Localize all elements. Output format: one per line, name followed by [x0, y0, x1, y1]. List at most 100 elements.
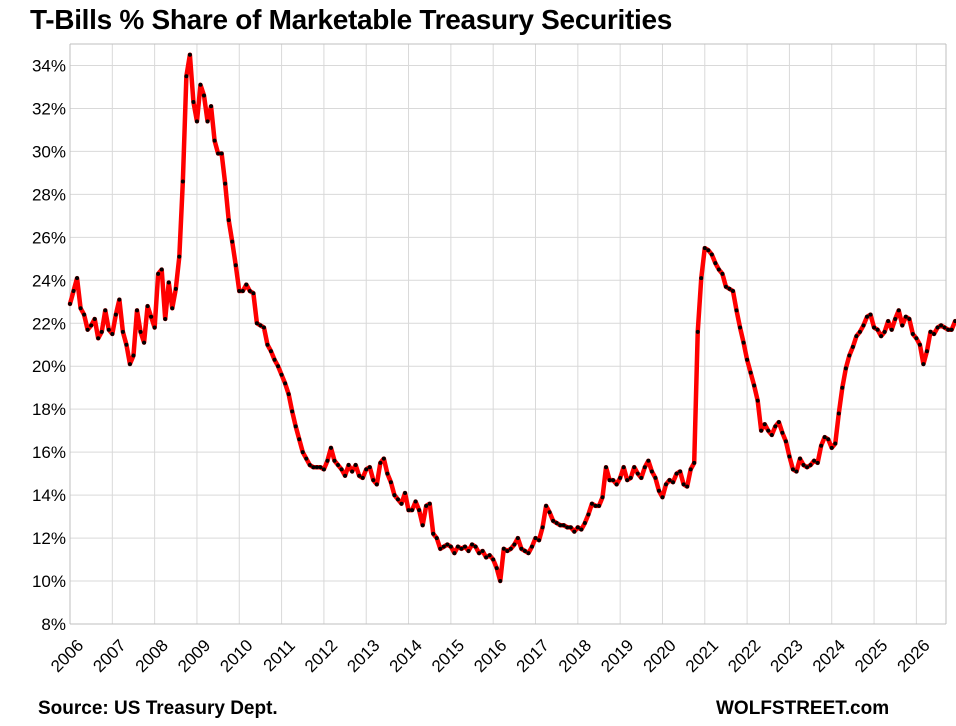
data-point	[187, 52, 192, 57]
x-tick-label: 2015	[428, 636, 468, 676]
data-point	[924, 349, 929, 354]
x-tick-label: 2025	[851, 636, 891, 676]
y-tick-label: 34%	[32, 56, 66, 75]
data-point	[487, 553, 492, 558]
data-point	[124, 342, 129, 347]
data-point	[766, 428, 771, 433]
data-point	[279, 372, 284, 377]
data-point	[805, 465, 810, 470]
data-point	[745, 357, 750, 362]
data-point	[159, 267, 164, 272]
data-point	[272, 357, 277, 362]
data-point	[635, 471, 640, 476]
data-point	[360, 475, 365, 480]
data-point	[896, 308, 901, 313]
data-point	[494, 566, 499, 571]
y-tick-label: 14%	[32, 486, 66, 505]
data-point	[935, 325, 940, 330]
data-point	[403, 490, 408, 495]
data-point	[709, 252, 714, 257]
x-tick-label: 2016	[470, 636, 510, 676]
data-point	[78, 306, 83, 311]
data-point	[522, 548, 527, 553]
data-point	[455, 544, 460, 549]
data-point	[92, 316, 97, 321]
x-tick-label: 2023	[767, 636, 807, 676]
data-point	[244, 282, 249, 287]
data-point	[325, 458, 330, 463]
data-point	[889, 327, 894, 332]
data-point	[177, 254, 182, 259]
data-point	[907, 316, 912, 321]
data-point	[410, 508, 415, 513]
data-point	[392, 493, 397, 498]
data-point	[254, 321, 259, 326]
data-point	[170, 306, 175, 311]
data-point	[85, 327, 90, 332]
data-point	[212, 138, 217, 143]
x-tick-label: 2024	[809, 636, 849, 676]
data-point	[815, 460, 820, 465]
data-point	[872, 325, 877, 330]
y-tick-label: 32%	[32, 99, 66, 118]
data-point	[886, 319, 891, 324]
data-point	[240, 289, 245, 294]
y-tick-label: 12%	[32, 529, 66, 548]
data-point	[484, 555, 489, 560]
data-point	[152, 325, 157, 330]
data-point	[681, 482, 686, 487]
data-point	[515, 536, 520, 541]
data-point	[251, 291, 256, 296]
data-point	[339, 467, 344, 472]
data-point	[836, 411, 841, 416]
data-point	[533, 536, 538, 541]
data-point	[194, 119, 199, 124]
y-tick-label: 20%	[32, 357, 66, 376]
data-point	[822, 435, 827, 440]
data-point	[127, 362, 132, 367]
data-point	[106, 327, 111, 332]
data-point	[857, 329, 862, 334]
data-point	[720, 271, 725, 276]
data-point	[110, 332, 115, 336]
data-point	[649, 469, 654, 474]
data-point	[702, 246, 707, 251]
data-point	[706, 248, 711, 253]
data-point	[512, 542, 517, 547]
data-point	[431, 531, 436, 536]
data-point	[491, 557, 496, 562]
data-point	[219, 151, 224, 156]
data-point	[388, 480, 393, 485]
data-point	[932, 332, 937, 336]
data-point	[769, 432, 774, 437]
data-point	[942, 325, 947, 330]
data-point	[692, 460, 697, 465]
data-point	[674, 471, 679, 476]
data-point	[68, 301, 72, 306]
data-point	[314, 465, 319, 470]
data-point	[879, 334, 884, 339]
gridlines	[69, 43, 947, 625]
data-point	[321, 467, 326, 472]
data-point	[829, 445, 834, 450]
y-tick-label: 28%	[32, 185, 66, 204]
data-point	[639, 475, 644, 480]
data-point	[618, 475, 623, 480]
data-point	[812, 458, 817, 463]
data-point	[939, 323, 944, 328]
data-point	[776, 420, 781, 425]
data-point	[579, 527, 584, 532]
data-point	[508, 546, 513, 551]
data-point	[843, 366, 848, 371]
data-point	[741, 340, 746, 345]
data-point	[653, 475, 658, 480]
x-tick-label: 2011	[260, 636, 299, 675]
data-point	[628, 475, 633, 480]
data-point	[441, 544, 446, 549]
x-tick-label: 2018	[555, 636, 595, 676]
data-point	[833, 441, 838, 446]
y-tick-label: 10%	[32, 572, 66, 591]
data-point	[311, 465, 316, 470]
data-point	[759, 428, 764, 433]
data-point	[71, 289, 76, 294]
